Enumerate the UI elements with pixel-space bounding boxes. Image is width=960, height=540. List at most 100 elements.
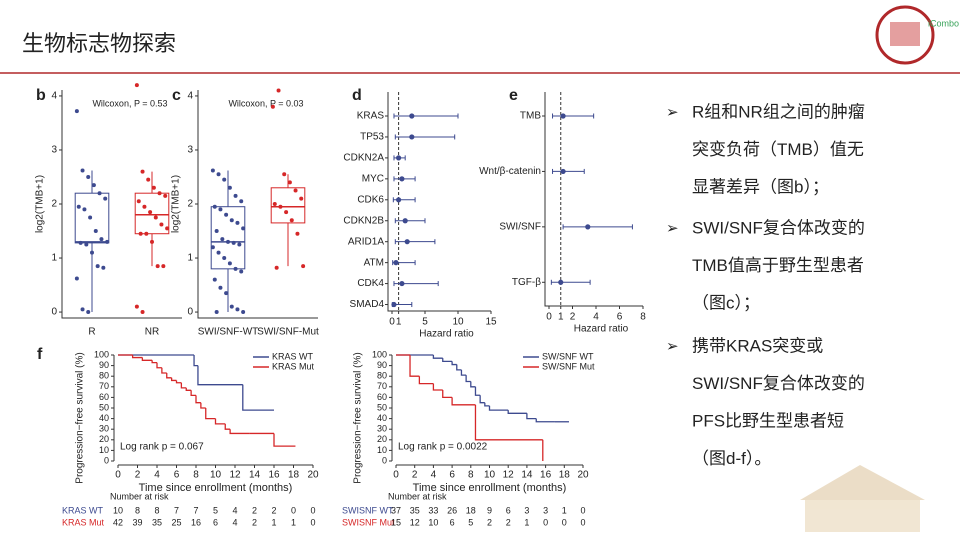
data-point [134,304,139,309]
survival-step [474,386,481,396]
data-point [78,240,83,245]
x-tick-label: 4 [154,470,160,481]
survival-step [484,402,490,407]
bullet-line: 显著差异（图b）； [692,177,829,196]
risk-value: 3 [543,505,548,515]
y-tick-label: 10 [377,445,387,455]
x-tick-label: 12 [503,470,515,481]
risk-value: 12 [410,517,420,527]
y-tick-label: 40 [377,413,387,423]
y-tick-label: 90 [99,360,109,370]
box [270,187,306,224]
risk-value: 15 [391,517,401,527]
survival-step [185,387,192,391]
bullet-marker: ➢ [666,220,679,237]
risk-value: 4 [232,505,237,515]
risk-value: 35 [410,505,420,515]
risk-value: 39 [132,517,142,527]
risk-value: 8 [154,505,159,515]
box [210,206,246,270]
survival-step [200,402,206,409]
survival-step [161,367,167,374]
category-label: SMAD4 [350,299,385,310]
data-point [272,202,277,206]
risk-value: 9 [487,505,492,515]
panel-label: c [172,87,181,104]
bullet-marker: ➢ [666,338,679,355]
y-tick-label: 50 [99,402,109,412]
bullet-line: （图c）； [692,293,760,312]
survival-step [193,355,198,367]
annotation: Wilcoxon, P = 0.03 [228,98,303,108]
risk-value: 0 [310,517,315,527]
category-label: ARID1A [348,236,384,247]
data-point [214,310,219,315]
category-label: ATM [364,257,384,268]
y-tick-label: 2 [51,199,57,210]
risk-value: 42 [113,517,123,527]
data-point [136,199,141,204]
x-tick-label: 6 [617,312,623,323]
data-point [241,226,246,231]
data-point [301,264,306,269]
survival-step [526,413,537,420]
x-tick-label: 1 [396,317,402,328]
category-label: CDKN2A [343,153,384,164]
risk-value: 7 [193,505,198,515]
x-axis-label: Time since enrollment (months) [413,482,567,494]
category-label: TMB [520,111,541,122]
risk-value: 2 [487,517,492,527]
risk-value: 2 [506,517,511,527]
risk-value: 18 [466,505,476,515]
risk-value: 1 [562,505,567,515]
risk-value: 7 [174,505,179,515]
risk-title: Number at risk [388,491,447,501]
survival-step [273,433,296,447]
risk-row-label: KRAS Mut [62,517,105,527]
y-tick-label: 20 [99,434,109,444]
survival-step [156,362,162,369]
risk-value: 3 [524,505,529,515]
y-tick-label: 70 [99,381,109,391]
y-tick-label: 10 [99,445,109,455]
x-tick-label: 18 [559,470,571,481]
estimate [393,260,399,266]
data-point [74,109,79,114]
y-axis-label: log2(TMB+1) [171,175,182,233]
data-point [134,83,139,88]
bullet-line: SWI/SNF复合体改变的 [692,374,865,393]
survival-step [465,375,471,383]
risk-row-label: SWISNF Mut [342,517,395,527]
risk-value: 6 [506,505,511,515]
risk-value: 10 [113,505,123,515]
data-point [226,239,230,244]
estimate [409,134,415,140]
category-label: TP53 [360,132,384,143]
data-point [165,226,170,231]
panel-label: d [352,87,362,104]
risk-value: 5 [468,517,473,527]
data-point [105,239,110,244]
risk-value: 0 [291,505,296,515]
risk-value: 1 [291,517,296,527]
survival-step [205,408,216,420]
risk-value: 6 [450,517,455,527]
estimate [409,113,415,119]
data-point [216,250,221,255]
x-tick-label: 20 [307,470,319,481]
data-point [231,240,236,245]
estimate [396,155,402,161]
data-point [86,174,91,179]
data-point [233,193,238,198]
data-point [274,265,279,270]
risk-value: 6 [213,517,218,527]
y-axis-label: Progression−free survival (%) [353,352,364,483]
x-axis-label: Hazard ratio [574,324,629,335]
data-point [93,229,98,234]
data-point [153,215,158,220]
bullet-line: PFS比野生型患者短 [692,411,844,430]
data-point [218,207,223,212]
logo-text: iCombo [928,18,959,28]
data-point [214,229,219,234]
risk-value: 25 [171,517,181,527]
